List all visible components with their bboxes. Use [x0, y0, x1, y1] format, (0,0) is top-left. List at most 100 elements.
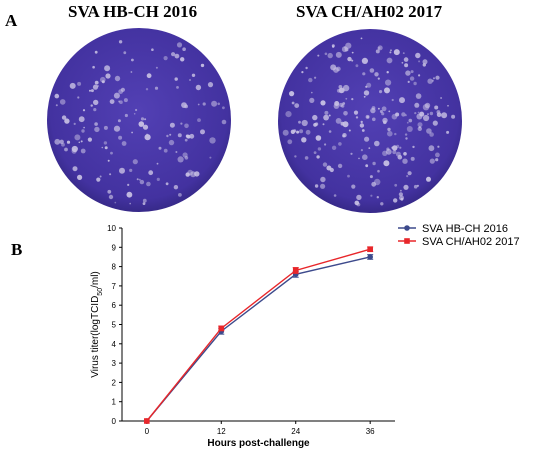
plaque-spot [146, 181, 151, 187]
plaque-spot [166, 134, 169, 138]
plaque-spot [176, 86, 179, 89]
plaque-spot [387, 130, 393, 137]
plaque-spot [422, 59, 428, 65]
plaque-spot [189, 133, 195, 139]
plaque-spot [285, 111, 292, 118]
plaque-spot [97, 85, 99, 87]
plaque-spot [211, 100, 218, 107]
plaque-spot [312, 114, 318, 121]
plaque-spot [399, 195, 404, 201]
plate-title-hb-ch-2016: SVA HB-CH 2016 [68, 2, 198, 21]
plaque-spot [328, 130, 332, 133]
plaque-spot [387, 127, 391, 132]
plaque-spot [138, 121, 145, 127]
plaque-spot [347, 56, 352, 62]
plaque-spot [136, 178, 139, 181]
chart-series [144, 246, 374, 424]
plaque-spot [405, 70, 411, 76]
plaque-spot [382, 117, 388, 124]
plaque-spot [118, 40, 123, 44]
y-tick-label: 0 [112, 417, 117, 426]
series-line-0 [146, 256, 371, 422]
plaque-spot [351, 98, 354, 101]
plaque-spot [356, 202, 361, 207]
plaque-spot [392, 150, 397, 155]
plaque-spot [370, 194, 373, 197]
y-tick-label: 2 [112, 378, 117, 387]
plaque-spot [394, 132, 397, 136]
y-tick-label: 10 [107, 224, 116, 233]
plaque-spot [324, 52, 328, 56]
plaque-spot [305, 66, 308, 70]
plaque-spot [113, 125, 121, 132]
plaque-spot [92, 65, 95, 69]
plaque-spot [105, 73, 111, 79]
plaque-spot [316, 155, 320, 159]
plaque-spot [209, 137, 216, 144]
x-tick-label: 12 [217, 427, 226, 436]
plaque-spot [207, 82, 214, 88]
plaque-spot [415, 52, 421, 59]
data-point [144, 418, 150, 424]
plaque-spot [418, 60, 421, 63]
plaque-spot [110, 151, 113, 155]
plaque-spot [365, 114, 370, 119]
plaque-spot [104, 146, 108, 150]
plaque-spot [360, 149, 363, 152]
plaque-spot [405, 137, 408, 140]
plaque-spot [71, 148, 77, 154]
plaque-spot [386, 71, 389, 74]
plaque-spot [391, 98, 394, 102]
plaque-spot [77, 81, 82, 86]
plaque-spot [436, 110, 441, 114]
plaque-spot [104, 65, 111, 72]
plaque-spot [101, 146, 104, 149]
plaque-spot [440, 97, 443, 99]
plaque-spot [394, 183, 398, 187]
plaque-spot [184, 156, 189, 160]
plaque-spot [403, 57, 409, 62]
plaque-spot [200, 63, 205, 68]
plaque-spot [446, 130, 450, 134]
data-point [292, 267, 299, 274]
plaque-spot [399, 146, 402, 149]
plaque-spot [197, 118, 201, 122]
plaque-spot [113, 92, 120, 99]
plaque-spot [200, 129, 205, 135]
plaque-spot [407, 80, 410, 83]
plaque-spot [372, 117, 376, 122]
plaque-spot [360, 120, 363, 124]
plaque-spot [130, 71, 133, 73]
plaques-hb-ch-2016 [54, 40, 227, 206]
plaque-spot [427, 113, 429, 115]
plaque-spot [156, 162, 159, 165]
plaque-spot [413, 184, 418, 189]
plate-ch-ah02-2017 [278, 29, 462, 213]
plaque-spot [343, 111, 348, 116]
plaque-spot [289, 91, 295, 97]
plaque-spot [305, 129, 311, 135]
plaque-spot [348, 129, 351, 132]
plaque-spot [189, 79, 191, 81]
plaque-spot [435, 158, 439, 162]
y-tick-label: 3 [112, 359, 117, 368]
data-point [218, 325, 225, 332]
plaque-spot [129, 202, 131, 205]
plaque-spot [413, 81, 417, 86]
plaque-spot [369, 175, 373, 179]
plaque-spot [360, 37, 363, 40]
plaque-spot [291, 101, 295, 105]
plaque-spot [126, 191, 133, 198]
plaque-spot [341, 46, 348, 53]
plaque-spot [362, 154, 368, 160]
y-axis-title: Virus titer(logTCID50/ml) [90, 271, 104, 378]
plaque-spot [118, 135, 123, 140]
plaque-spot [377, 46, 381, 50]
plaque-spot [90, 89, 94, 93]
plaque-spot [61, 142, 65, 147]
plaque-spot [320, 176, 326, 183]
plaque-spot [89, 89, 91, 92]
plaque-spot [304, 156, 309, 160]
plaque-spot [177, 156, 184, 163]
